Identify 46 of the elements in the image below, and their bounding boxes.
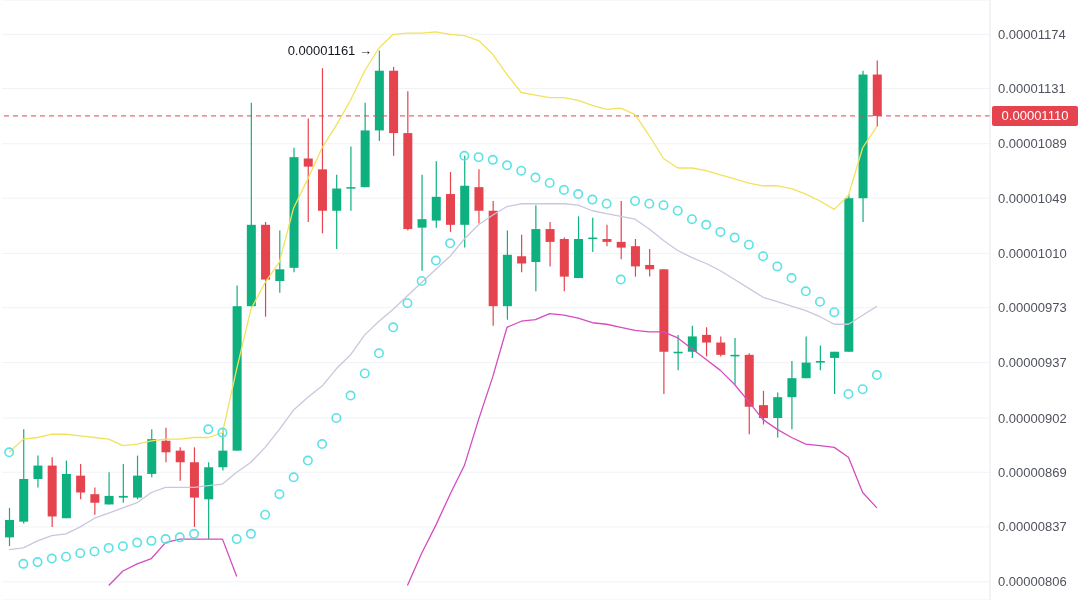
candlestick: [687, 325, 697, 359]
candlestick: [90, 486, 100, 516]
y-tick-label: 0.00001174: [998, 26, 1066, 42]
candlestick: [830, 351, 840, 395]
candlestick: [104, 471, 114, 506]
y-tick-label: 0.00001131: [998, 81, 1066, 97]
candlestick: [346, 145, 356, 212]
y-tick-label: 0.00001049: [998, 190, 1067, 206]
candlestick: [332, 174, 342, 250]
candlestick: [417, 174, 427, 272]
candlestick: [787, 360, 797, 430]
candlestick: [303, 117, 313, 223]
candlestick: [545, 221, 555, 267]
y-tick-label: 0.00000973: [998, 300, 1067, 316]
annotation: 0.00001161 →: [287, 42, 372, 58]
candlestick: [602, 224, 612, 247]
candlestick: [645, 248, 655, 278]
y-tick-label: 0.00000937: [998, 355, 1067, 371]
candlestick: [474, 168, 484, 224]
y-tick-label: 0.00001089: [998, 136, 1067, 152]
candlestick: [218, 428, 228, 472]
candlestick: [630, 238, 640, 278]
candlestick: [133, 455, 143, 500]
candlestick: [175, 446, 185, 482]
y-tick-label: 0.00000837: [998, 519, 1067, 535]
candlestick: [758, 390, 768, 426]
candlestick: [702, 326, 712, 357]
candlestick: [801, 335, 811, 379]
candlestick: [716, 335, 726, 357]
candlestick: [275, 229, 285, 294]
candlestick: [33, 455, 43, 489]
ref-line-label: 0.00001110: [1001, 108, 1069, 124]
candlestick: [118, 463, 128, 504]
candlestick: [815, 344, 825, 371]
y-tick-label: 0.00000902: [998, 410, 1067, 426]
candlestick: [76, 463, 86, 500]
candlestick: [517, 234, 527, 273]
candlestick: [431, 160, 441, 229]
y-tick-label: 0.00000806: [998, 574, 1067, 590]
line-series: [8, 203, 878, 551]
candlestick: [161, 427, 171, 463]
candlestick: [773, 391, 783, 439]
y-tick-label: 0.00000869: [998, 464, 1067, 480]
candlestick: [616, 200, 626, 260]
y-tick-label: 0.00001010: [998, 245, 1067, 261]
candlestick: [5, 507, 14, 547]
